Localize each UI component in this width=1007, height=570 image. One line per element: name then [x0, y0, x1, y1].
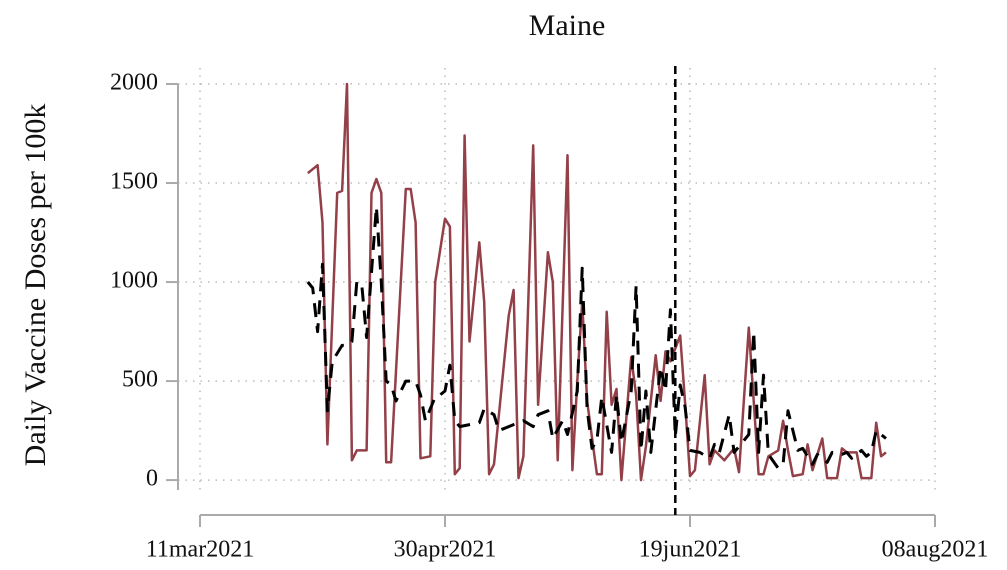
x-tick-label: 30apr2021: [394, 537, 497, 563]
y-tick-label: 1500: [110, 169, 158, 195]
y-tick-label: 0: [146, 466, 158, 492]
x-tick-label: 08aug2021: [882, 537, 989, 563]
x-tick-label: 19jun2021: [639, 537, 742, 563]
y-axis-label: Daily Vaccine Doses per 100k: [19, 104, 52, 467]
y-tick-label: 2000: [110, 70, 158, 96]
x-tick-label: 11mar2021: [146, 537, 254, 563]
line: [307, 82, 887, 482]
chart-title: Maine: [529, 9, 606, 42]
dashed-line: [306, 205, 887, 470]
y-tick-label: 500: [122, 367, 158, 393]
y-tick-label: 1000: [110, 268, 158, 294]
